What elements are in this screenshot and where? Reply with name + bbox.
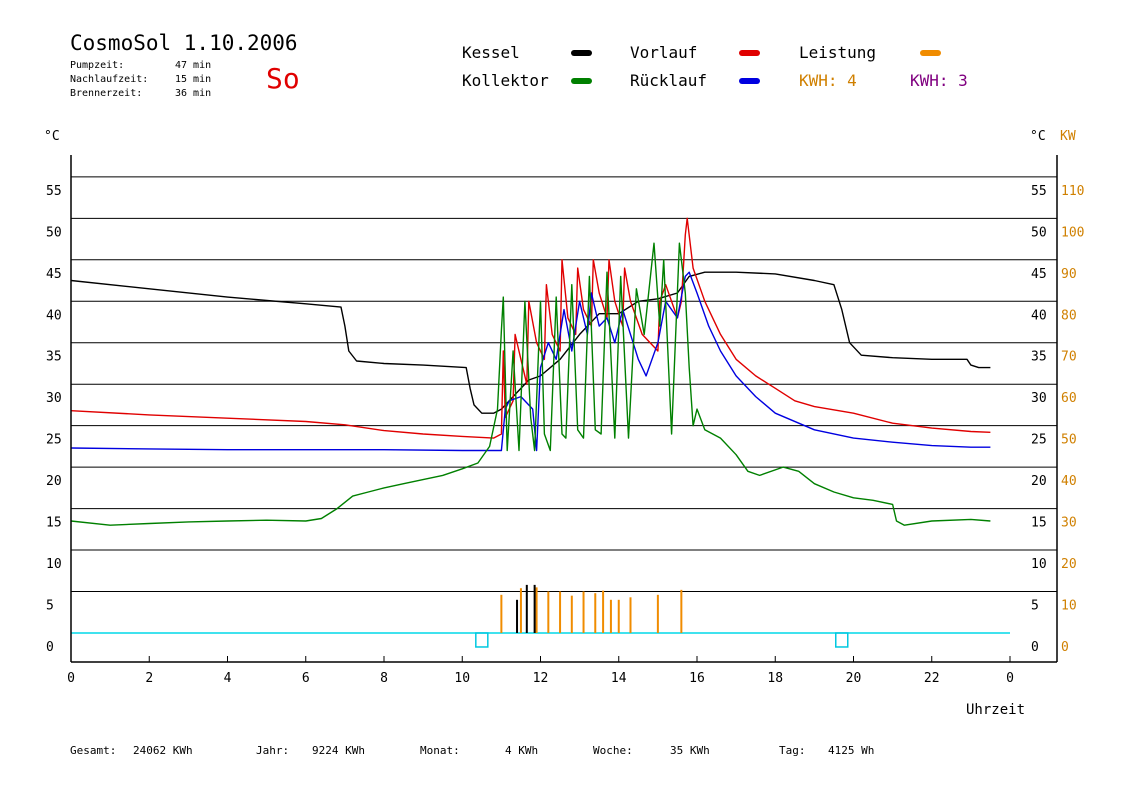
legend-kwh-2: KWH: 3	[910, 71, 968, 90]
legend-label-kessel: Kessel	[462, 43, 520, 62]
legend-swatch-leistung	[920, 50, 941, 56]
x-tick-9: 18	[767, 671, 783, 686]
legend-swatch-ruecklauf	[739, 78, 760, 84]
x-tick-12: 0	[1006, 671, 1014, 686]
series-line-ruecklauf	[70, 271, 991, 452]
y-tick-left-15: 15	[46, 516, 62, 531]
footer-label-gesamt: Gesamt:	[70, 744, 116, 757]
y-tick-left-10: 10	[46, 557, 62, 572]
footer-value-jahr: 9224 KWh	[312, 744, 365, 757]
x-tick-0: 0	[67, 671, 75, 686]
y-tick-right-55: 55	[1031, 184, 1047, 199]
y-tick-left-40: 40	[46, 308, 62, 323]
y-tick-right-50: 50	[1031, 225, 1047, 240]
y2-tick-10: 10	[1061, 599, 1077, 614]
y2-tick-70: 70	[1061, 350, 1077, 365]
pump-marker-0	[475, 632, 489, 648]
grid	[71, 176, 1057, 634]
stat-label-nachlaufzeit: Nachlaufzeit:	[70, 74, 148, 85]
footer-label-tag: Tag:	[779, 744, 806, 757]
y-tick-right-20: 20	[1031, 474, 1047, 489]
footer-value-gesamt: 24062 KWh	[133, 744, 193, 757]
y-tick-left-5: 5	[46, 599, 54, 614]
x-tick-6: 12	[533, 671, 549, 686]
y-tick-right-15: 15	[1031, 516, 1047, 531]
y2-tick-80: 80	[1061, 308, 1077, 323]
y2-tick-30: 30	[1061, 516, 1077, 531]
x-tick-10: 20	[846, 671, 862, 686]
axes	[70, 155, 1058, 663]
x-axis-label: Uhrzeit	[966, 702, 1025, 718]
chart-title: CosmoSol 1.10.2006	[70, 31, 298, 55]
y-tick-left-20: 20	[46, 474, 62, 489]
stat-value-brennerzeit: 36 min	[175, 88, 211, 99]
y2-tick-40: 40	[1061, 474, 1077, 489]
y-tick-left-0: 0	[46, 640, 54, 655]
stat-value-nachlaufzeit: 15 min	[175, 74, 211, 85]
y-axis-unit-right-temp: °C	[1030, 129, 1046, 144]
y2-tick-20: 20	[1061, 557, 1077, 572]
series-line-kollektor	[70, 242, 991, 526]
footer-label-woche: Woche:	[593, 744, 633, 757]
legend-swatch-vorlauf	[739, 50, 760, 56]
x-tick-1: 2	[145, 671, 153, 686]
footer-value-monat: 4 KWh	[505, 744, 538, 757]
x-tick-11: 22	[924, 671, 940, 686]
legend-label-vorlauf: Vorlauf	[630, 43, 697, 62]
legend-label-kollektor: Kollektor	[462, 71, 549, 90]
y2-tick-100: 100	[1061, 225, 1084, 240]
pump-marker-1	[835, 632, 849, 648]
series-layer	[70, 217, 991, 648]
y-tick-left-25: 25	[46, 433, 62, 448]
stat-value-pumpzeit: 47 min	[175, 60, 211, 71]
x-tick-2: 4	[224, 671, 232, 686]
legend: Kessel Vorlauf Leistung Kollektor Rückla…	[462, 43, 968, 90]
legend-label-ruecklauf: Rücklauf	[630, 71, 707, 90]
y2-tick-50: 50	[1061, 433, 1077, 448]
y2-tick-90: 90	[1061, 267, 1077, 282]
legend-swatch-kessel	[571, 50, 592, 56]
y2-tick-60: 60	[1061, 391, 1077, 406]
x-tick-4: 8	[380, 671, 388, 686]
y-tick-right-40: 40	[1031, 308, 1047, 323]
y-tick-right-25: 25	[1031, 433, 1047, 448]
y-tick-right-0: 0	[1031, 640, 1039, 655]
y-tick-left-50: 50	[46, 225, 62, 240]
x-tick-3: 6	[302, 671, 310, 686]
stats-block: Pumpzeit: 47 min Nachlaufzeit: 15 min Br…	[70, 60, 211, 99]
y-tick-right-10: 10	[1031, 557, 1047, 572]
legend-label-leistung: Leistung	[799, 43, 876, 62]
footer-value-woche: 35 KWh	[670, 744, 710, 757]
footer-label-jahr: Jahr:	[256, 744, 289, 757]
y-tick-right-35: 35	[1031, 350, 1047, 365]
y-tick-right-30: 30	[1031, 391, 1047, 406]
y-tick-left-45: 45	[46, 267, 62, 282]
footer-value-tag: 4125 Wh	[828, 744, 874, 757]
x-tick-8: 16	[689, 671, 705, 686]
y-axis-unit-left: °C	[44, 129, 60, 144]
day-label: So	[266, 62, 300, 95]
stat-label-pumpzeit: Pumpzeit:	[70, 60, 124, 71]
y-tick-right-5: 5	[1031, 599, 1039, 614]
legend-swatch-kollektor	[571, 78, 592, 84]
stat-label-brennerzeit: Brennerzeit:	[70, 88, 142, 99]
series-line-kessel	[70, 271, 991, 414]
footer-totals: Gesamt: 24062 KWh Jahr: 9224 KWh Monat: …	[70, 744, 874, 757]
y-tick-left-35: 35	[46, 350, 62, 365]
y-tick-left-30: 30	[46, 391, 62, 406]
y2-tick-110: 110	[1061, 184, 1084, 199]
legend-kwh-1: KWH: 4	[799, 71, 857, 90]
y-axis-unit-right-power: KW	[1060, 129, 1076, 144]
footer-label-monat: Monat:	[420, 744, 460, 757]
series-line-vorlauf	[70, 217, 991, 439]
x-tick-5: 10	[454, 671, 470, 686]
y2-tick-0: 0	[1061, 640, 1069, 655]
y-tick-left-55: 55	[46, 184, 62, 199]
x-tick-7: 14	[611, 671, 627, 686]
y-tick-right-45: 45	[1031, 267, 1047, 282]
